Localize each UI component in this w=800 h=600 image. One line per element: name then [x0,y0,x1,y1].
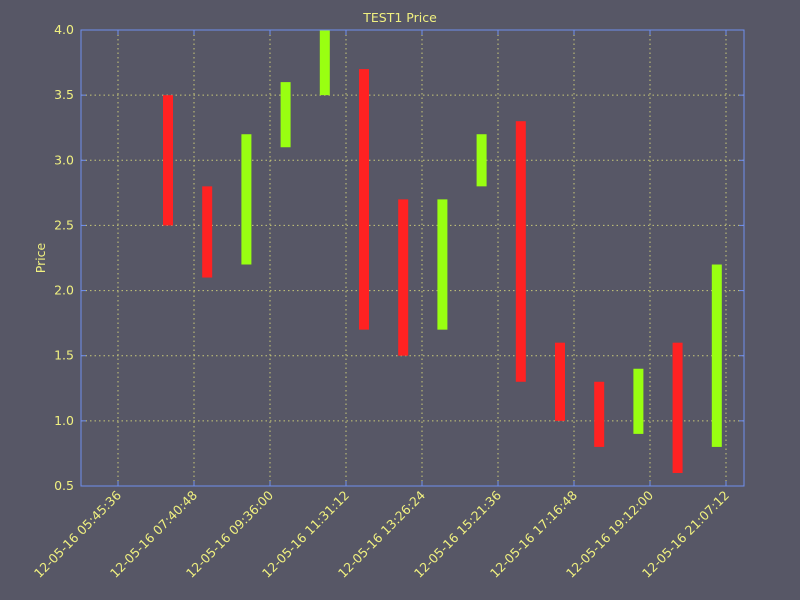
price-bar-4 [280,82,291,148]
y-tick-label: 1.0 [54,413,74,428]
price-bar-12 [594,381,605,447]
price-bars [163,30,722,473]
plot-area-frame [80,29,745,487]
x-tick-label: 12-05-16 21:07:12 [639,488,732,581]
price-bar-2 [202,186,213,278]
price-bar-7 [398,199,409,356]
y-tick-label: 1.5 [54,348,74,363]
y-tick-label: 3.5 [54,87,74,102]
price-bar-14 [672,342,683,473]
chart-title: TEST1 Price [362,10,437,25]
price-bar-6 [359,69,369,330]
grid-lines [81,29,744,487]
price-bar-1 [163,95,173,226]
y-axis-ticks: 0.5 1.0 1.5 2.0 2.5 3.0 3.5 4.0 [54,22,744,493]
price-bar-8 [437,199,448,330]
y-axis-label: Price [33,242,48,273]
price-bar-13 [633,368,644,434]
y-tick-label: 2.0 [54,283,74,298]
price-bar-3 [241,134,252,265]
price-bar-11 [555,342,565,421]
y-tick-label: 0.5 [54,478,74,493]
price-bar-10 [515,121,526,382]
price-bar-5 [319,30,330,96]
y-tick-label: 4.0 [54,22,74,37]
y-tick-label: 3.0 [54,152,74,167]
y-tick-label: 2.5 [54,217,74,232]
price-bar-15 [711,264,722,447]
price-bar-9 [476,134,487,187]
